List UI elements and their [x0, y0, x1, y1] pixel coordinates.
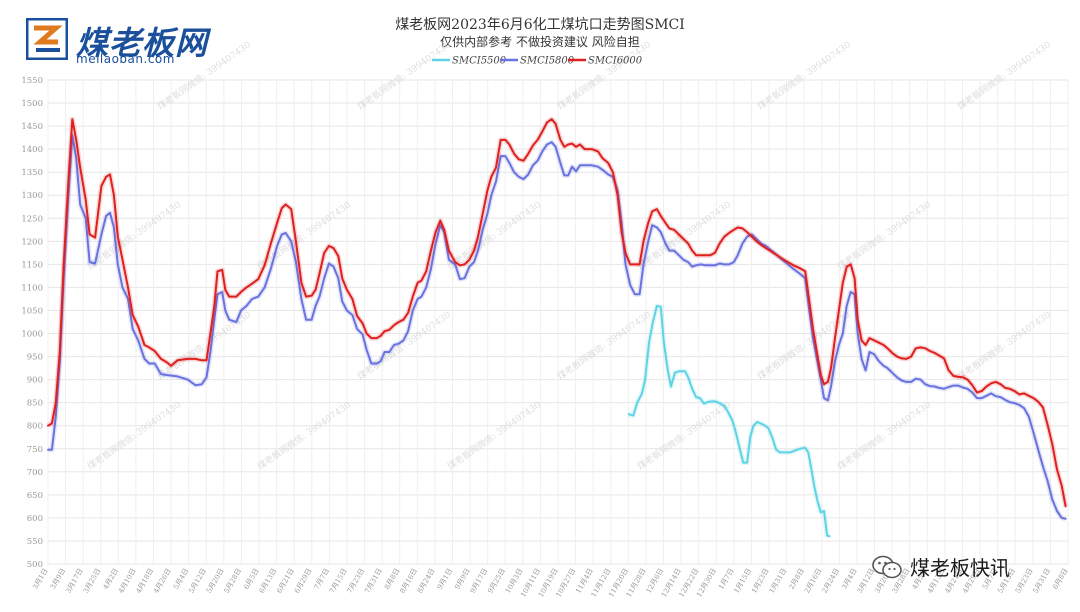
x-tick-label: 1月7日 — [717, 567, 735, 591]
watermark-text: 煤老板网微信: 399407430 — [445, 199, 543, 273]
x-tick-label: 3月9日 — [49, 567, 67, 591]
y-tick-label: 550 — [27, 537, 43, 547]
y-tick-label: 850 — [27, 399, 43, 409]
y-tick-label: 1150 — [21, 260, 43, 270]
watermark-text: 煤老板网微信: 399407430 — [955, 309, 1053, 383]
x-tick-label: 3月25日 — [82, 567, 103, 595]
y-tick-label: 650 — [27, 491, 43, 501]
x-tick-label: 6月8日 — [1051, 567, 1069, 591]
y-tick-label: 950 — [27, 353, 43, 363]
series-line-smci6000 — [47, 118, 1067, 508]
y-tick-label: 1300 — [21, 191, 43, 201]
watermark-text: 煤老板网微信: 399407430 — [255, 399, 353, 473]
watermark-text: 煤老板网微信: 399407430 — [835, 399, 933, 473]
x-tick-label: 8月8日 — [383, 567, 401, 591]
logo-name: 煤老板网 — [76, 24, 209, 62]
x-tick-label: 2月8日 — [788, 567, 806, 591]
series-glow-smci5800 — [48, 132, 1067, 522]
x-tick-label: 3月1日 — [31, 567, 49, 591]
legend-label: SMCI5500 — [452, 56, 507, 67]
x-tick-label: 6月29日 — [293, 567, 314, 595]
y-tick-label: 1200 — [21, 237, 43, 247]
x-tick-label: 5月4日 — [172, 567, 190, 591]
account-name: 煤老板快讯 — [910, 556, 1010, 580]
y-tick-label: 1450 — [21, 122, 43, 132]
watermark-text: 煤老板网微信: 399407430 — [555, 39, 653, 113]
y-tick-label: 1350 — [21, 168, 43, 178]
y-tick-label: 1550 — [21, 76, 43, 86]
watermark-text: 煤老板网微信: 399407430 — [445, 399, 543, 473]
legend-label: SMCI5800 — [520, 56, 575, 67]
x-tick-label: 9月1日 — [436, 567, 454, 591]
watermark-text: 煤老板网微信: 399407430 — [155, 39, 253, 113]
watermark-text: 煤老板网微信: 399407430 — [555, 309, 653, 383]
y-tick-label: 1100 — [21, 283, 43, 293]
x-tick-label: 1月31日 — [768, 567, 789, 595]
legend-label: SMCI6000 — [588, 56, 643, 67]
x-tick-label: 7月31日 — [363, 567, 384, 595]
x-tick-label: 8月24日 — [416, 567, 437, 595]
y-tick-label: 900 — [27, 376, 43, 386]
watermark-text: 煤老板网微信: 399407430 — [355, 39, 453, 113]
series-line-smci5800 — [47, 134, 1067, 520]
y-tick-label: 1500 — [21, 99, 43, 109]
x-tick-label: 6月5日 — [242, 567, 260, 591]
y-tick-label: 1400 — [21, 145, 43, 155]
y-tick-label: 600 — [27, 514, 43, 524]
watermark-text: 煤老板网微信: 399407430 — [635, 399, 733, 473]
x-tick-label: 7月7日 — [313, 567, 331, 591]
chart-title: 煤老板网2023年6月6化工煤坑口走势图SMCI — [395, 17, 685, 33]
x-tick-label: 3月4日 — [840, 567, 858, 591]
y-tick-label: 500 — [27, 560, 43, 570]
x-tick-label: 4月2日 — [102, 567, 120, 591]
account-watermark: 煤老板快讯 — [872, 552, 1010, 581]
watermark-text: 煤老板网微信: 399407430 — [85, 399, 183, 473]
watermark-text: 煤老板网微信: 399407430 — [835, 199, 933, 273]
y-tick-label: 1000 — [21, 330, 43, 340]
series-glow-smci5500 — [627, 303, 831, 539]
logo-mark-icon — [25, 17, 69, 61]
y-tick-label: 750 — [27, 445, 43, 455]
y-tick-label: 1050 — [21, 306, 43, 316]
series-line-smci5500 — [627, 304, 831, 538]
y-tick-label: 1250 — [21, 214, 43, 224]
x-tick-label: 5月31日 — [1032, 567, 1053, 595]
watermark-text: 煤老板网微信: 399407430 — [955, 39, 1053, 113]
x-tick-label: 4月26日 — [152, 567, 173, 595]
x-tick-label: 5月28日 — [223, 567, 244, 595]
x-tick-label: 9月9日 — [453, 567, 471, 591]
logo-url: meilaoban.com — [76, 52, 175, 66]
y-tick-label: 700 — [27, 468, 43, 478]
wechat-icon — [872, 555, 902, 578]
x-tick-label: 2月24日 — [820, 567, 841, 595]
y-tick-label: 800 — [27, 422, 43, 432]
chart-subtitle: 仅供内部参考 不做投资建议 风险自担 — [440, 35, 640, 49]
